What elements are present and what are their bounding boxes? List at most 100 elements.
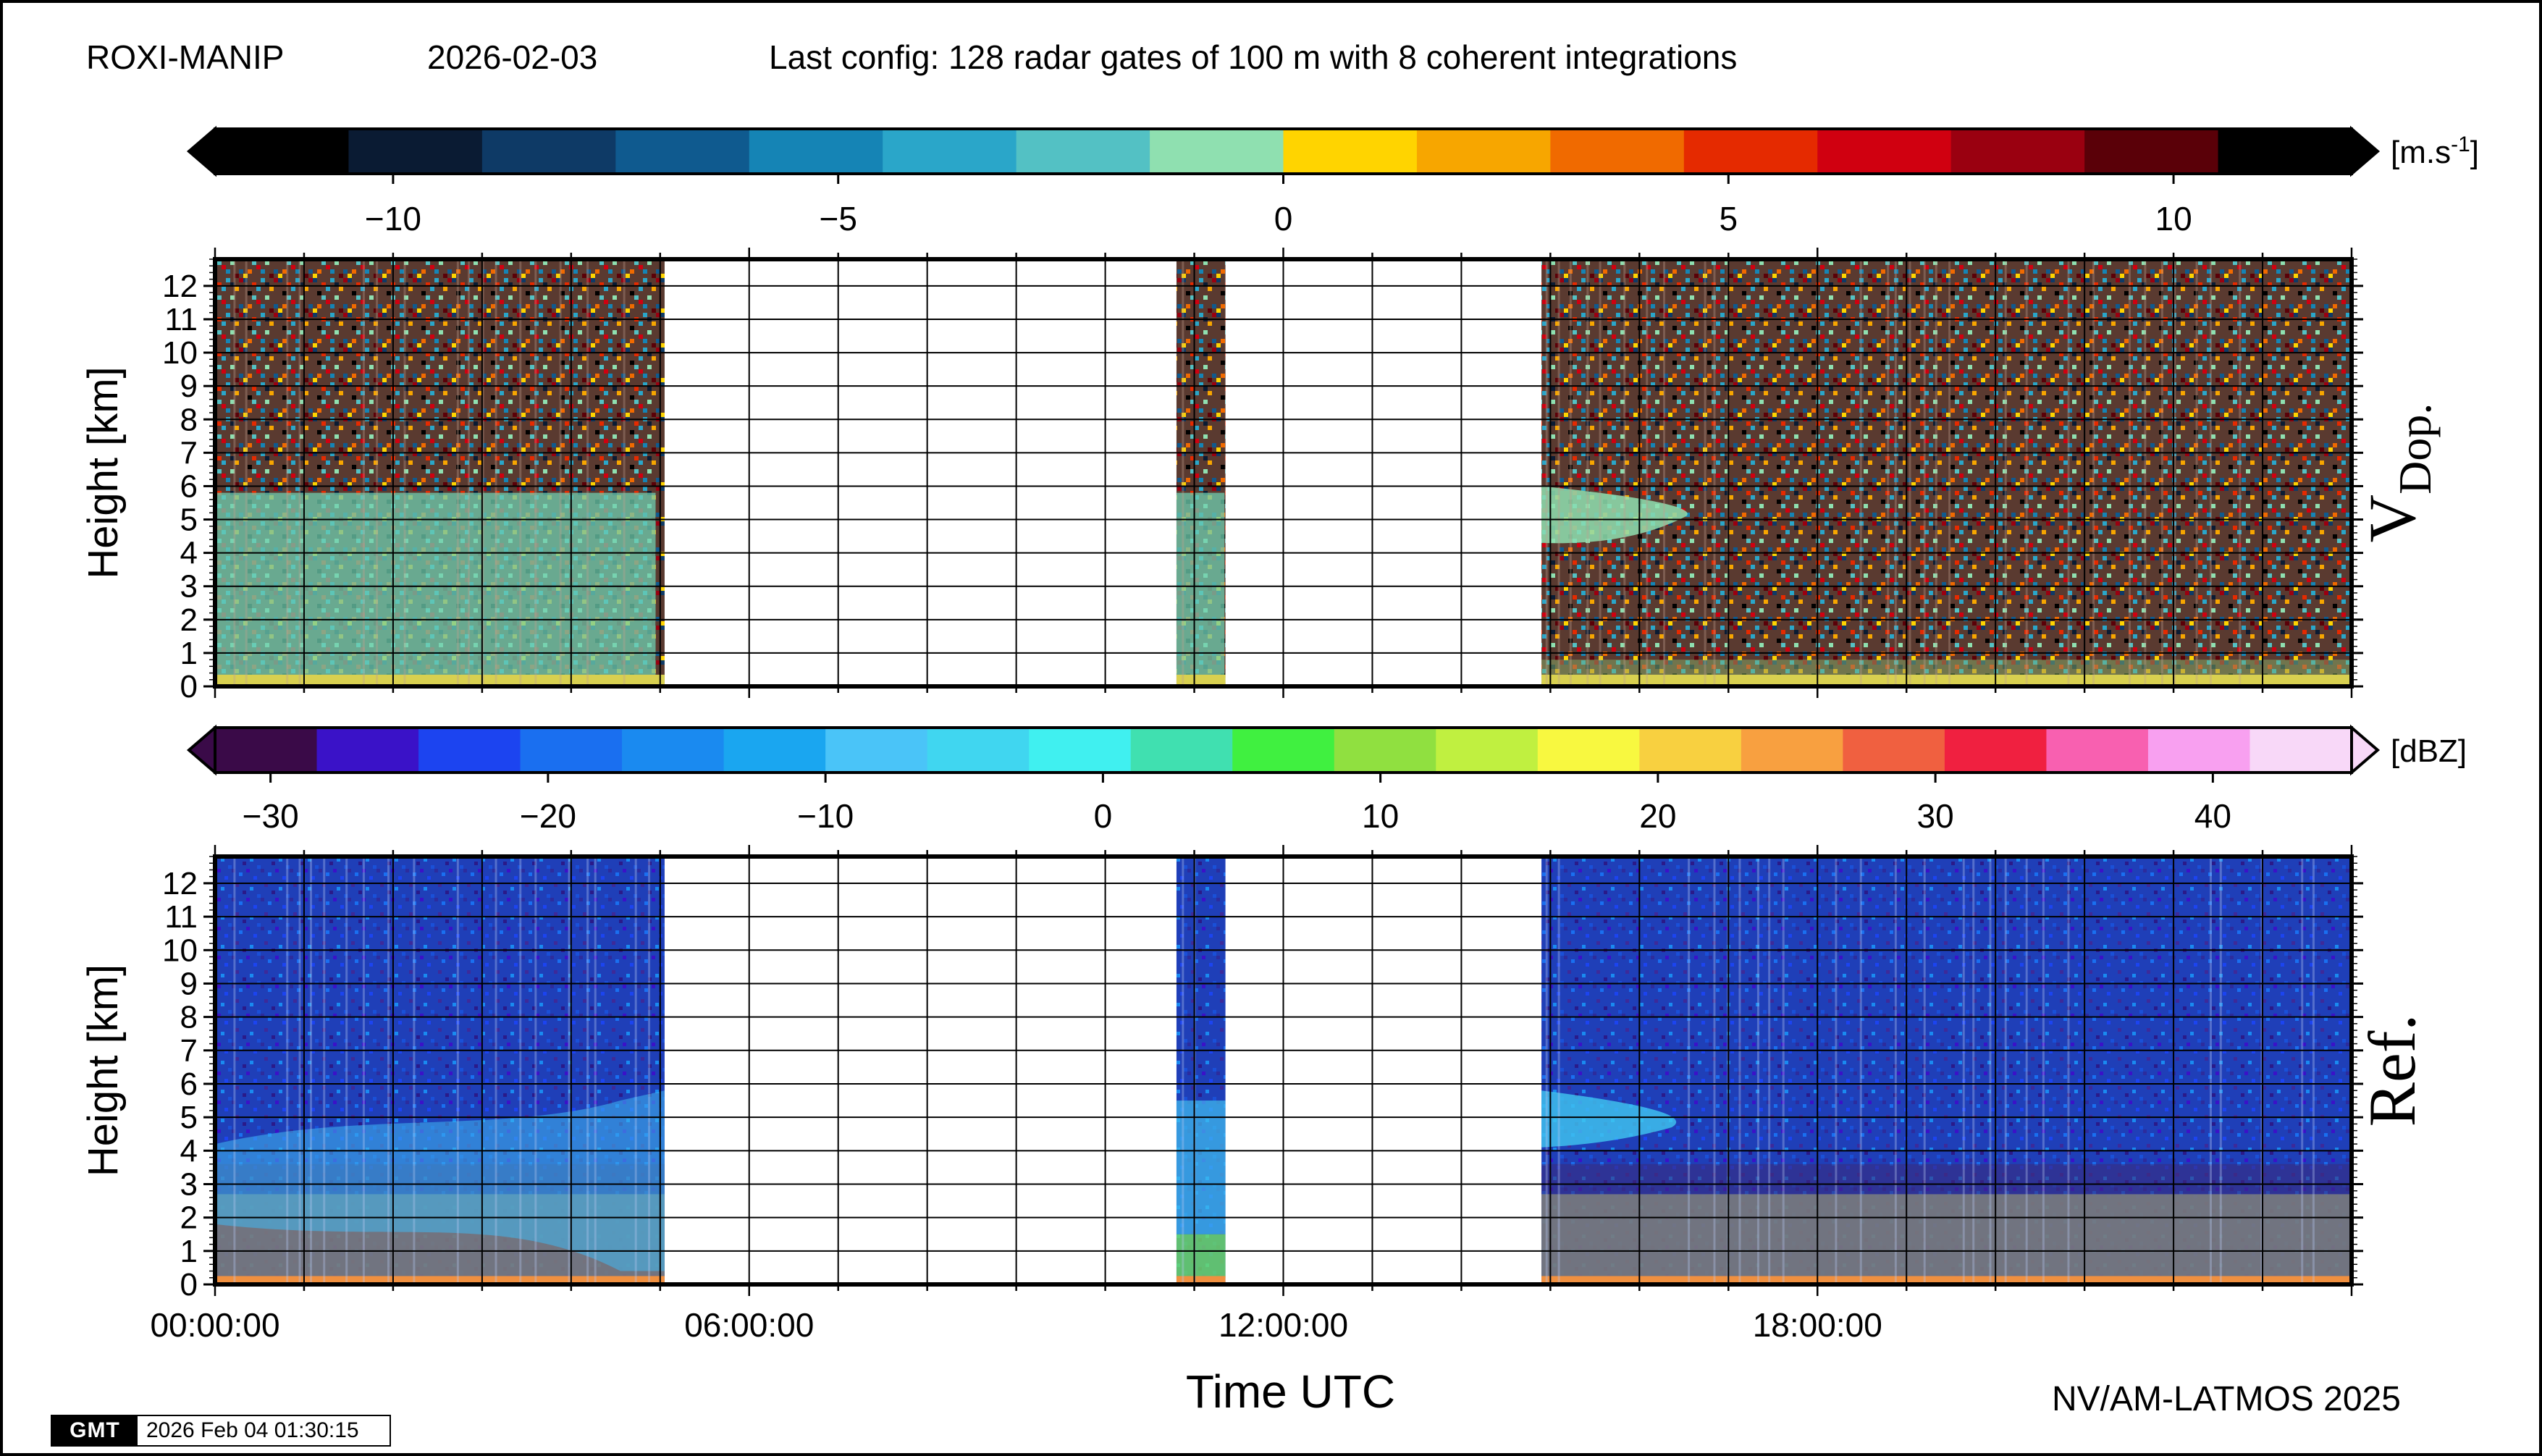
surface-layer [1541, 1276, 2352, 1284]
profile-streak [1586, 259, 1589, 686]
profile-streak [345, 857, 348, 1284]
profile-streak [648, 857, 651, 1284]
profile-streak [1688, 857, 1691, 1284]
y-tick-label: 0 [180, 1267, 198, 1303]
colorbar-swatch [316, 728, 419, 773]
colorbar-swatch [1944, 728, 2048, 773]
profile-streak [1704, 259, 1706, 686]
colorbar-tick-label: −10 [365, 200, 421, 237]
echo-region [1541, 660, 2352, 677]
profile-streak [2042, 857, 2045, 1284]
echo-region [1176, 492, 1225, 677]
profile-streak [456, 259, 459, 686]
profile-streak [1972, 857, 1975, 1284]
profile-streak [2067, 259, 2070, 686]
transition-band [1541, 1163, 2352, 1195]
colorbar-swatch [418, 728, 521, 773]
profile-streak [1768, 857, 1771, 1284]
echo-plume [1541, 486, 1688, 544]
colorbar-tick-label: 30 [1917, 797, 1954, 835]
profile-streak [1623, 259, 1626, 686]
profile-streak [1962, 857, 1965, 1284]
colorbar-swatch [481, 129, 616, 174]
profile-streak [2160, 259, 2163, 686]
colorbar-swatch [1741, 728, 1843, 773]
noise-floor [1541, 1194, 2352, 1278]
profile-streak [2067, 857, 2070, 1284]
colorbar-tick-label: 0 [1274, 200, 1293, 237]
profile-streak [2144, 259, 2147, 686]
colorbar-swatch [215, 129, 350, 174]
profile-streak [1989, 857, 1992, 1284]
y-tick-label: 8 [180, 402, 198, 437]
profile-streak [1557, 259, 1560, 686]
colorbar-swatch [1950, 129, 2085, 174]
profile-streak [286, 857, 289, 1284]
profile-streak [1859, 857, 1862, 1284]
profile-streak [1713, 259, 1716, 686]
y-tick-label: 10 [162, 933, 198, 968]
y-tick-label: 5 [180, 502, 198, 538]
profile-streak [2219, 857, 2222, 1284]
credit-text: NV/AM-LATMOS 2025 [2052, 1380, 2401, 1418]
profile-streak [2092, 259, 2095, 686]
panel-label: VDop. [2355, 403, 2441, 543]
profile-streak [1835, 857, 1838, 1284]
colorbar-swatch [615, 129, 750, 174]
profile-streak [1182, 857, 1184, 1284]
gmt-stamp: GMT 2026 Feb 04 01:30:15 [51, 1415, 391, 1447]
reflectivity-colorbar: −30 −20 −10 0 10 20 30 40 [dBZ] [186, 724, 2467, 835]
colorbar-swatch [1016, 129, 1150, 174]
colorbar-swatch [1334, 728, 1436, 773]
profile-streak [2004, 259, 2007, 686]
velocity-colorbar: −10 −5 0 5 10 [m.s-1] [186, 125, 2479, 237]
colorbar-tick-label: −30 [243, 797, 299, 835]
profile-streak [534, 259, 537, 686]
x-tick-label: 18:00:00 [1753, 1306, 1882, 1344]
colorbar-unit: [dBZ] [2391, 733, 2467, 769]
profile-streak [286, 259, 289, 686]
profile-streak [362, 857, 365, 1284]
colorbar-tick-label: 20 [1639, 797, 1676, 835]
profile-streak [1756, 857, 1759, 1284]
panel-label: Ref. [2355, 1014, 2429, 1127]
stamp-timestamp: 2026 Feb 04 01:30:15 [146, 1418, 359, 1442]
colorbar-swatch [2046, 728, 2149, 773]
profile-streak [1908, 259, 1911, 686]
colorbar-swatch [215, 728, 318, 773]
profile-streak [403, 259, 406, 686]
colorbar-swatch [2147, 728, 2251, 773]
profile-streak [1545, 259, 1548, 686]
colorbar-swatch [1550, 129, 1685, 174]
colorbar-swatch [2084, 129, 2219, 174]
profile-streak [2195, 259, 2198, 686]
profile-streak [1182, 259, 1184, 686]
profile-streak [534, 857, 537, 1284]
y-tick-label: 9 [180, 369, 198, 404]
profile-streak [519, 857, 522, 1284]
colorbar-swatch [1537, 728, 1640, 773]
profile-streak [2239, 259, 2242, 686]
profile-streak [1663, 259, 1666, 686]
colorbar-swatch [1232, 728, 1335, 773]
y-tick-label: 6 [180, 468, 198, 504]
profile-streak [1923, 857, 1926, 1284]
profile-streak [494, 259, 497, 686]
y-tick-label: 7 [180, 435, 198, 471]
profile-streak [298, 857, 301, 1284]
profile-streak [494, 857, 497, 1284]
profile-streak [634, 857, 637, 1284]
gmt-logo-icon: GMT [52, 1416, 138, 1445]
colorbar-swatch [1639, 728, 1742, 773]
profile-streak [1713, 857, 1716, 1284]
echo-plume [1541, 1090, 1677, 1148]
profile-streak [1859, 259, 1862, 686]
colorbar-tick-label: 5 [1719, 200, 1738, 237]
colorbar-swatch [1150, 129, 1284, 174]
profile-streak [456, 857, 459, 1284]
y-tick-label: 1 [180, 636, 198, 671]
y-tick-label: 6 [180, 1066, 198, 1102]
profile-streak [568, 857, 571, 1284]
profile-streak [1646, 259, 1649, 686]
